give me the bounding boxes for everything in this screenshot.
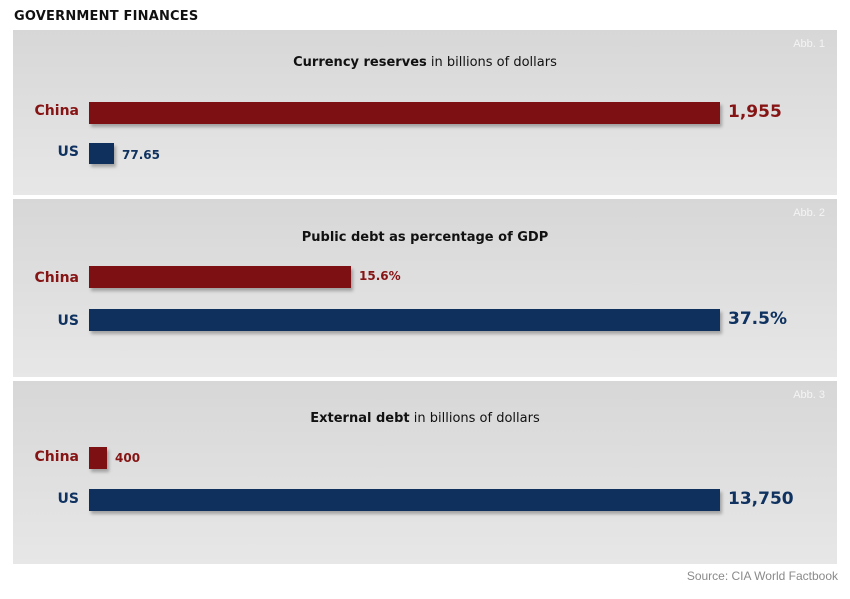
chart-title-bold: Currency reserves xyxy=(293,55,427,70)
category-label-us: US xyxy=(57,144,79,160)
chart-panel-public-debt: Abb. 2 Public debt as percentage of GDP … xyxy=(13,199,837,377)
value-label-china: 15.6% xyxy=(359,269,401,283)
chart-title-unit: in billions of dollars xyxy=(430,55,557,70)
category-label-china: China xyxy=(34,270,79,286)
category-label-us: US xyxy=(57,491,79,507)
value-label-us: 13,750 xyxy=(728,489,794,509)
bar-china xyxy=(89,266,351,288)
value-label-us: 77.65 xyxy=(122,148,160,162)
value-label-us: 37.5% xyxy=(728,309,787,329)
chart-panel-currency-reserves: Abb. 1 Currency reserves in billions of … xyxy=(13,30,837,195)
chart-title-bold: External debt xyxy=(310,411,410,426)
panel-tag: Abb. 1 xyxy=(793,38,825,50)
page-title: GOVERNMENT FINANCES xyxy=(14,9,199,24)
panel-tag: Abb. 2 xyxy=(793,207,825,219)
category-label-china: China xyxy=(34,449,79,465)
chart-panel-external-debt: Abb. 3 External debt in billions of doll… xyxy=(13,381,837,564)
category-label-china: China xyxy=(34,103,79,119)
panel-tag: Abb. 3 xyxy=(793,389,825,401)
chart-title-bold: Public debt as percentage of GDP xyxy=(301,230,549,245)
chart-title: Currency reserves in billions of dollars xyxy=(13,55,837,70)
value-label-china: 400 xyxy=(115,451,141,465)
chart-title: Public debt as percentage of GDP xyxy=(13,230,837,245)
source-note: Source: CIA World Factbook xyxy=(686,569,838,583)
chart-title-unit: in billions of dollars xyxy=(413,411,540,426)
category-label-us: US xyxy=(57,313,79,329)
bar-us xyxy=(89,309,720,331)
bar-china xyxy=(89,447,107,469)
chart-title: External debt in billions of dollars xyxy=(13,411,837,426)
bar-china xyxy=(89,102,720,124)
bar-us xyxy=(89,489,720,511)
bar-us xyxy=(89,143,114,164)
value-label-china: 1,955 xyxy=(728,102,782,122)
